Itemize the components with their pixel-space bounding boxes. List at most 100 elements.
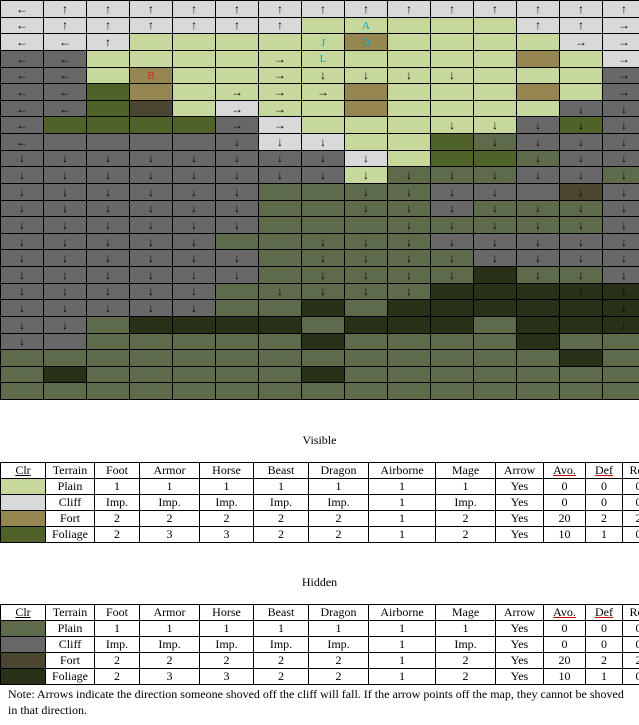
- table-cell: 2: [622, 510, 639, 527]
- arrow-up-icon: ↑: [105, 18, 111, 33]
- map-cell: [387, 149, 431, 168]
- map-cell: ↓: [215, 133, 259, 151]
- map-cell: ↓: [86, 249, 130, 267]
- map-cell: [602, 332, 639, 351]
- table-cell: 0: [543, 620, 586, 637]
- map-cell: ↓: [602, 249, 639, 267]
- arrow-down-icon: ↓: [148, 251, 154, 266]
- arrow-down-icon: ↓: [148, 201, 154, 216]
- arrow-down-icon: ↓: [621, 251, 627, 266]
- arrow-down-icon: ↓: [234, 151, 240, 166]
- map-row: ↓ ↓ ↓ ↓ ↓ ↓ ↓ ↓ ↓ ↓ ↓ ↓ ↓ ↓: [0, 249, 639, 267]
- column-header: Avo.: [543, 604, 586, 621]
- color-swatch: [0, 620, 46, 637]
- arrow-down-icon: ↓: [363, 184, 369, 199]
- map-cell: [86, 315, 130, 334]
- map-cell: ↓: [43, 282, 87, 301]
- map-cell: ↓: [43, 166, 87, 184]
- arrow-down-icon: ↓: [406, 68, 412, 83]
- map-cell: [559, 349, 603, 367]
- map-cell: [387, 349, 431, 367]
- map-cell: [473, 83, 517, 101]
- map-cell: [430, 83, 474, 101]
- map-cell: [86, 49, 130, 68]
- table-cell: 10: [543, 668, 586, 685]
- map-cell: ↓: [129, 182, 173, 201]
- map-cell: ↓: [86, 282, 130, 301]
- arrow-right-icon: →: [274, 51, 286, 66]
- table-cell: 0: [585, 636, 623, 653]
- map-cell: [430, 332, 474, 351]
- map-cell: [215, 49, 259, 68]
- map-cell: →: [602, 16, 639, 35]
- map-cell: →: [258, 83, 302, 101]
- arrow-left-icon: ←: [59, 35, 71, 50]
- table-cell: Yes: [495, 636, 544, 653]
- arrow-down-icon: ↓: [621, 284, 627, 299]
- map-cell: ↑: [602, 0, 639, 18]
- map-cell: ←: [43, 33, 87, 51]
- map-cell: [344, 49, 388, 68]
- map-cell: [387, 16, 431, 35]
- arrow-left-icon: ←: [16, 35, 28, 50]
- column-header-label: Def: [595, 605, 613, 620]
- column-header-label: Mage: [451, 463, 480, 478]
- table-cell: Fort: [45, 652, 95, 669]
- arrow-down-icon: ↓: [105, 151, 111, 166]
- column-header: Horse: [199, 462, 254, 479]
- column-header-label: Foot: [105, 605, 128, 620]
- map-cell: [0, 382, 44, 400]
- unit-label: A: [362, 19, 370, 32]
- arrow-down-icon: ↓: [105, 301, 111, 316]
- map-cell: [301, 332, 345, 351]
- map-row: ↓: [0, 332, 639, 351]
- map-cell: ↓: [344, 182, 388, 201]
- map-cell: ↓: [516, 249, 560, 267]
- table-cell: 1: [435, 620, 496, 637]
- arrow-up-icon: ↑: [191, 1, 197, 16]
- map-cell: ↓: [387, 66, 431, 85]
- arrow-down-icon: ↓: [62, 267, 68, 282]
- map-cell: [473, 149, 517, 168]
- arrow-down-icon: ↓: [105, 234, 111, 249]
- map-cell: ↓: [559, 99, 603, 118]
- arrow-left-icon: ←: [59, 84, 71, 99]
- map-row: ↓ ↓ ↓ ↓ ↓ ↓ ↓ ↓ ↓ ↓ ↓ ↓: [0, 182, 639, 201]
- map-cell: ↓: [559, 249, 603, 267]
- arrow-down-icon: ↓: [105, 168, 111, 183]
- map-cell: ↓: [258, 149, 302, 168]
- table-cell: 2: [94, 668, 140, 685]
- arrow-up-icon: ↑: [277, 18, 283, 33]
- map-cell: ↓: [129, 282, 173, 301]
- map-cell: [344, 365, 388, 384]
- map-cell: [172, 83, 216, 101]
- map-cell: ↓: [602, 99, 639, 118]
- map-cell: [129, 315, 173, 334]
- arrow-down-icon: ↓: [621, 118, 627, 133]
- map-cell: [559, 299, 603, 317]
- arrow-down-icon: ↓: [234, 134, 240, 149]
- arrow-down-icon: ↓: [105, 217, 111, 232]
- table-row: Foliage2332212Yes1010: [0, 668, 639, 685]
- map-cell: [430, 365, 474, 384]
- map-cell: ↓: [215, 216, 259, 234]
- map-cell: ↓: [172, 299, 216, 317]
- map-cell: [301, 349, 345, 367]
- arrow-down-icon: ↓: [363, 68, 369, 83]
- arrow-down-icon: ↓: [62, 151, 68, 166]
- arrow-down-icon: ↓: [621, 217, 627, 232]
- map-cell: ↑: [430, 0, 474, 18]
- map-cell: ↓: [301, 133, 345, 151]
- arrow-right-icon: →: [274, 101, 286, 116]
- column-header: Beast: [253, 604, 309, 621]
- map-cell: ↓: [86, 232, 130, 251]
- map-cell: [559, 66, 603, 85]
- column-header: Foot: [94, 462, 140, 479]
- map-cell: ←: [43, 83, 87, 101]
- map-cell: →: [602, 83, 639, 101]
- arrow-down-icon: ↓: [449, 184, 455, 199]
- column-header-label: Def: [595, 463, 613, 478]
- arrow-down-icon: ↓: [621, 301, 627, 316]
- map-cell: ↓: [43, 216, 87, 234]
- map-cell: →: [602, 49, 639, 68]
